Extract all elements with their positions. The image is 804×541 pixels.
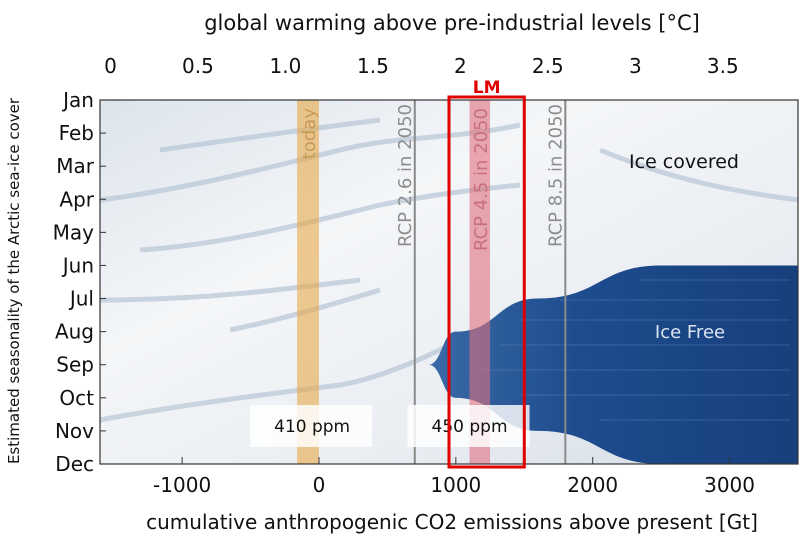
- x-tick-label: -1000: [153, 473, 211, 497]
- x-tick-label: 0: [313, 473, 326, 497]
- top-tick-label: 2.5: [532, 54, 564, 78]
- band-1: [469, 100, 491, 464]
- top-axis-title: global warming above pre-industrial leve…: [204, 11, 700, 35]
- x-tick-label: 3000: [704, 473, 755, 497]
- top-tick-label: 3.5: [707, 54, 739, 78]
- y-axis-title: Estimated seasonality of the Arctic sea-…: [5, 97, 23, 464]
- band-label: RCP 4.5 in 2050: [471, 108, 492, 251]
- y-tick-label: Apr: [59, 187, 94, 211]
- x-axis-title: cumulative anthropogenic CO2 emissions a…: [146, 510, 758, 534]
- top-tick-label: 3: [629, 54, 642, 78]
- lm-label: LM: [473, 78, 501, 98]
- reference-line-label: RCP 8.5 in 2050: [545, 104, 566, 247]
- ppm-label: 410 ppm: [274, 417, 350, 437]
- top-tick-label: 2: [454, 54, 467, 78]
- top-tick-label: 0.5: [182, 54, 214, 78]
- lm-highlight-box: [447, 95, 526, 469]
- y-tick-label: Oct: [59, 386, 94, 410]
- ppm-label: 450 ppm: [432, 417, 508, 437]
- band-label: today: [299, 108, 320, 160]
- x-tick-label: 2000: [567, 473, 618, 497]
- y-tick-label: Feb: [59, 121, 94, 145]
- y-tick-label: Jul: [68, 287, 94, 311]
- y-tick-label: Nov: [55, 419, 94, 443]
- y-tick-label: Aug: [55, 320, 94, 344]
- y-tick-label: Sep: [56, 353, 94, 377]
- y-tick-label: Jun: [61, 253, 94, 277]
- y-tick-label: May: [53, 220, 95, 244]
- ice-covered-label: Ice covered: [629, 151, 739, 173]
- reference-line-label: RCP 2.6 in 2050: [395, 104, 416, 247]
- y-tick-label: Dec: [55, 452, 94, 476]
- top-tick-label: 1.5: [357, 54, 389, 78]
- ppm-label-box: [407, 405, 530, 447]
- y-tick-label: Jan: [61, 88, 94, 112]
- ice-free-label: Ice Free: [655, 322, 725, 343]
- ppm-label-box: [250, 405, 373, 447]
- top-tick-label: 0: [104, 54, 117, 78]
- x-tick-label: 1000: [430, 473, 481, 497]
- band-0: [297, 100, 319, 464]
- top-tick-label: 1.0: [270, 54, 302, 78]
- y-tick-label: Mar: [56, 154, 95, 178]
